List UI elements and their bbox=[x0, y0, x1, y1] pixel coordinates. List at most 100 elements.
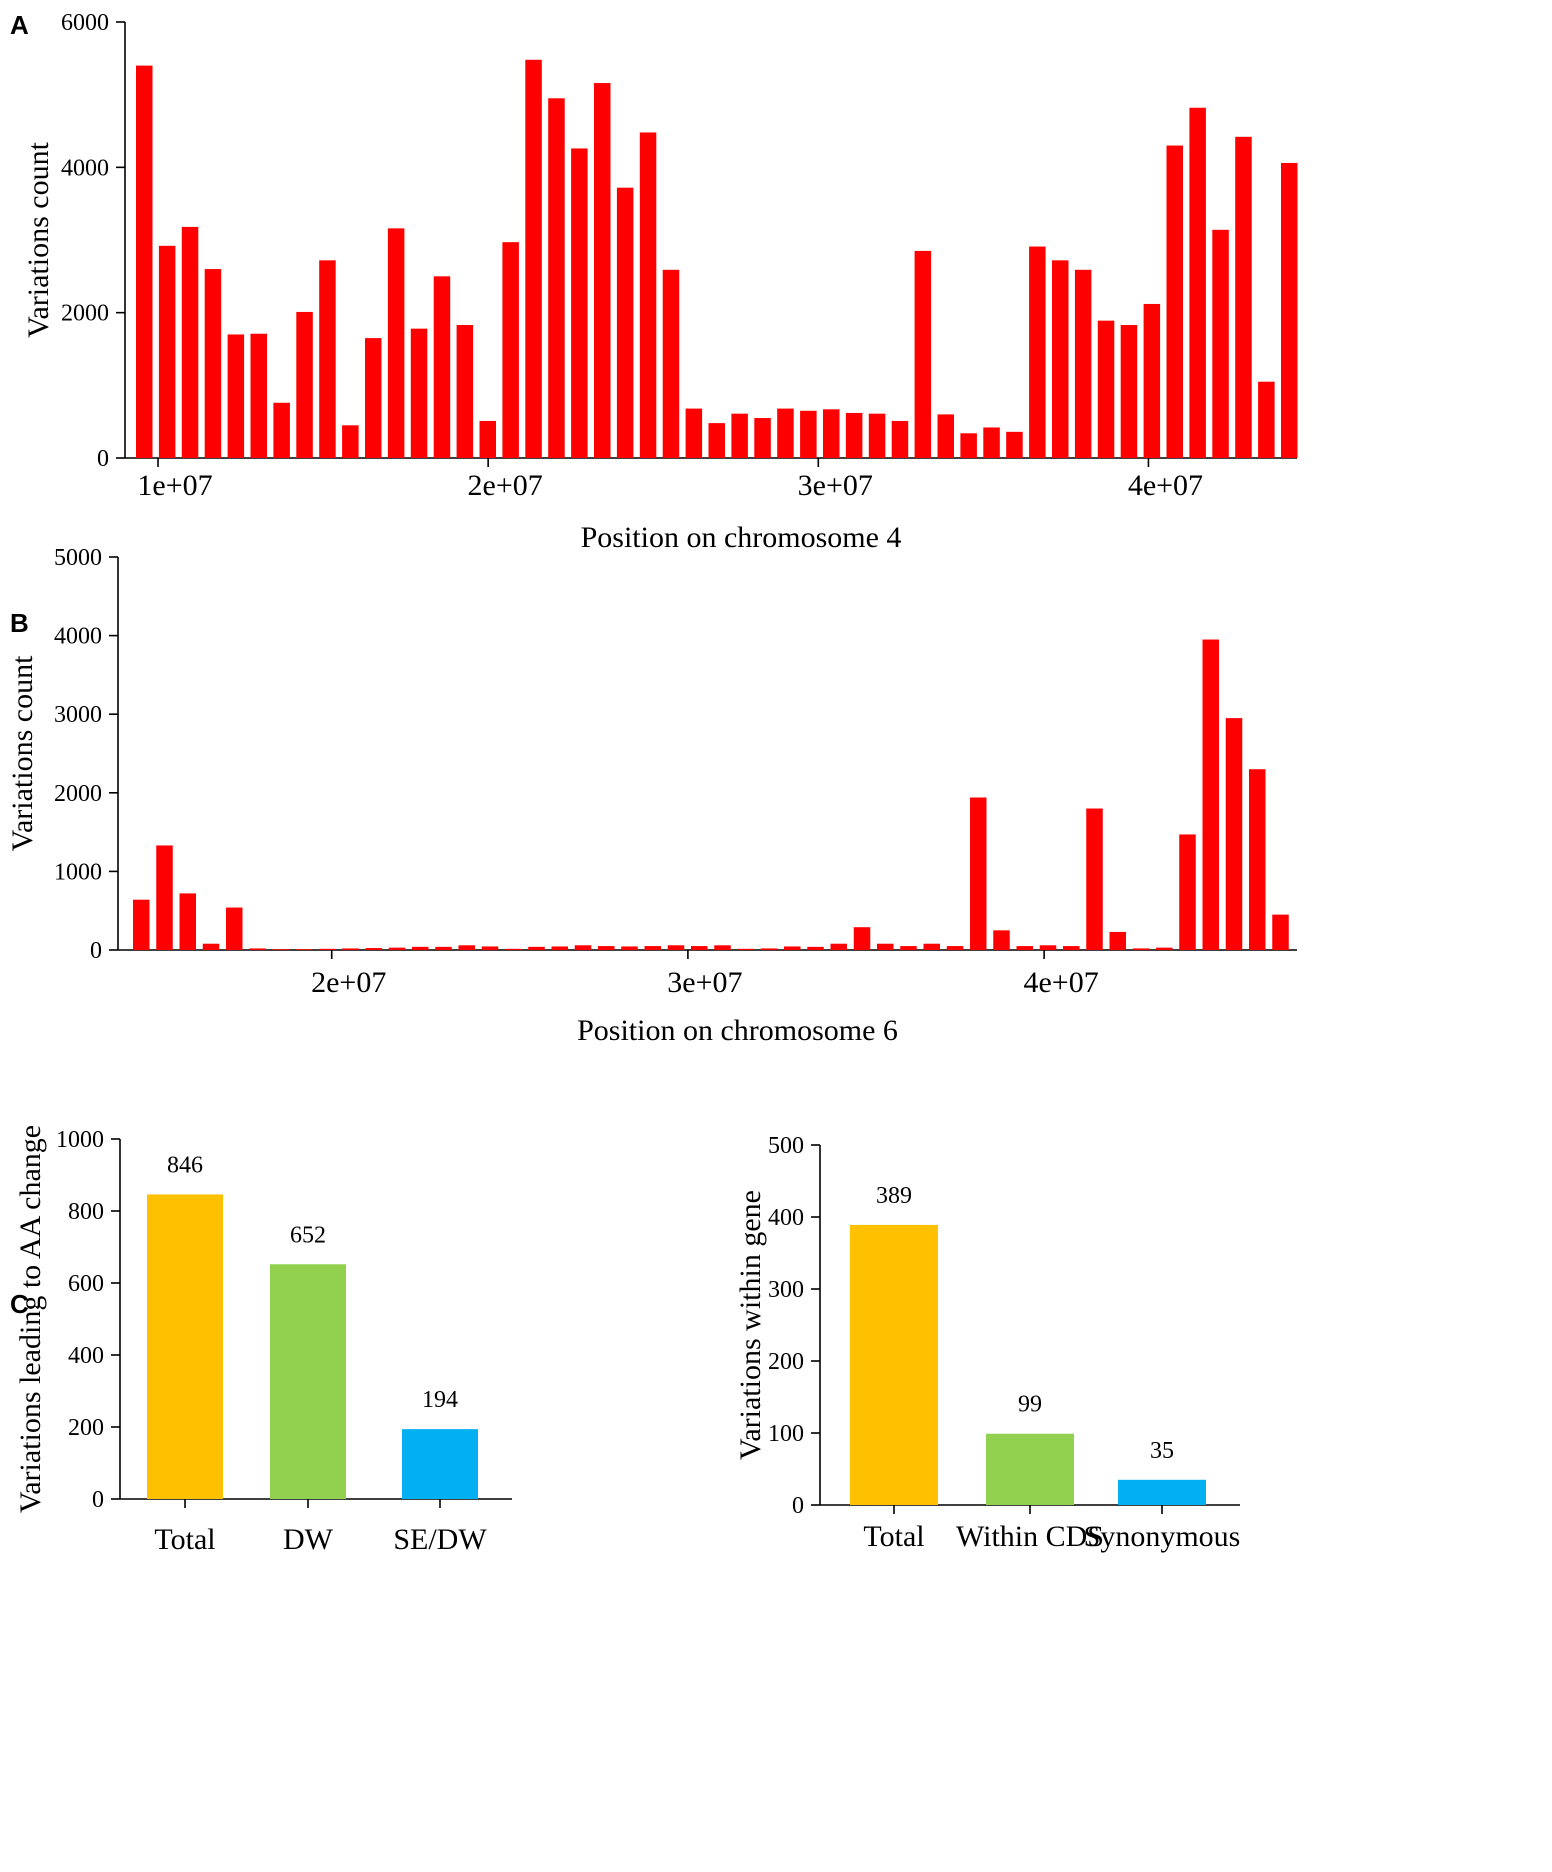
histogram-bar bbox=[685, 408, 703, 458]
histogram-bar bbox=[158, 245, 176, 458]
histogram-bar bbox=[433, 276, 451, 458]
histogram-bar bbox=[853, 927, 871, 950]
histogram-bar bbox=[456, 325, 474, 458]
histogram-bar bbox=[877, 943, 894, 950]
histogram-bar bbox=[1086, 808, 1103, 950]
y-tick-label: 5000 bbox=[54, 545, 102, 571]
histogram-bar bbox=[1249, 769, 1266, 950]
histogram-bar bbox=[181, 226, 199, 458]
histogram-bar bbox=[458, 945, 475, 950]
histogram-bar bbox=[387, 228, 405, 458]
y-tick-label: 200 bbox=[768, 1349, 804, 1375]
histogram-bar bbox=[365, 338, 382, 458]
histogram-bar bbox=[1166, 145, 1183, 459]
bar-se-dw bbox=[402, 1429, 478, 1499]
category-label: DW bbox=[283, 1523, 334, 1556]
histogram-bar bbox=[845, 412, 863, 458]
y-tick-label: 400 bbox=[768, 1205, 804, 1231]
bar-synonymous bbox=[1118, 1479, 1206, 1505]
y-tick-label: 1000 bbox=[54, 859, 102, 885]
histogram-bar bbox=[868, 413, 886, 458]
y-tick-label: 0 bbox=[92, 1487, 104, 1513]
histogram-bar bbox=[970, 797, 987, 950]
histogram-bar bbox=[960, 433, 977, 458]
y-tick-label: 1000 bbox=[56, 1127, 104, 1153]
histogram-bar bbox=[1074, 269, 1092, 458]
histogram-bar bbox=[1132, 948, 1150, 950]
category-label: Total bbox=[154, 1523, 215, 1556]
histogram-bar bbox=[667, 945, 685, 950]
histogram-bar bbox=[1063, 946, 1080, 950]
y-tick-label: 2000 bbox=[54, 781, 102, 807]
chart-chromosome-6: 0 1000 2000 3000 4000 5000 Variations count 2e+… bbox=[6, 545, 1297, 1047]
histogram-bar bbox=[598, 946, 615, 950]
histogram-bar bbox=[319, 948, 336, 950]
histogram-bar bbox=[179, 893, 196, 950]
y-tick-label: 3000 bbox=[54, 702, 102, 728]
histogram-bar bbox=[479, 420, 496, 458]
histogram-bar bbox=[365, 948, 382, 950]
histogram-bar bbox=[914, 250, 932, 458]
x-tick-label: 3e+07 bbox=[798, 469, 873, 502]
histogram-bar bbox=[1281, 162, 1298, 458]
histogram-bar bbox=[737, 948, 754, 950]
x-tick-label: 4e+07 bbox=[1023, 966, 1098, 999]
histogram-bar bbox=[133, 899, 150, 950]
histogram-bar bbox=[481, 946, 499, 950]
histogram-bar bbox=[525, 59, 542, 458]
histogram-bar bbox=[830, 943, 847, 950]
y-tick-label: 2000 bbox=[61, 301, 109, 327]
histogram-bar bbox=[1029, 246, 1046, 458]
histogram-bar bbox=[388, 947, 406, 950]
histogram-bar bbox=[296, 311, 313, 458]
histogram-bar bbox=[574, 945, 592, 950]
histogram-bar bbox=[571, 148, 588, 458]
y-axis-title: Variations leading to AA change bbox=[14, 1125, 47, 1513]
y-tick-label: 0 bbox=[90, 938, 102, 964]
histogram-bar bbox=[616, 187, 634, 458]
bar-value-label: 35 bbox=[1150, 1438, 1174, 1464]
x-tick-label: 2e+07 bbox=[311, 966, 386, 999]
histogram-bar bbox=[621, 946, 638, 950]
bar-value-label: 652 bbox=[290, 1222, 326, 1248]
histogram-bar bbox=[639, 132, 657, 458]
y-tick-label: 4000 bbox=[61, 155, 109, 181]
histogram-bar bbox=[1156, 947, 1173, 950]
histogram-bar bbox=[204, 269, 222, 458]
histogram-bar bbox=[760, 948, 778, 950]
y-axis-title: Variations count bbox=[22, 141, 55, 337]
histogram-bar bbox=[594, 83, 611, 458]
histogram-bar bbox=[891, 420, 909, 458]
bar-value-label: 99 bbox=[1018, 1392, 1042, 1418]
histogram-bar bbox=[823, 409, 840, 458]
histogram-bar bbox=[227, 334, 245, 458]
y-tick-label: 0 bbox=[792, 1493, 804, 1519]
histogram-bar bbox=[923, 943, 940, 950]
histogram-bar bbox=[777, 408, 794, 458]
histogram-bar bbox=[156, 845, 173, 950]
histogram-bar bbox=[319, 260, 336, 458]
histogram-bar bbox=[784, 946, 801, 950]
y-tick-label: 200 bbox=[68, 1415, 104, 1441]
histogram-bar bbox=[250, 333, 267, 458]
histogram-bar bbox=[505, 948, 522, 950]
y-tick-label: 600 bbox=[68, 1271, 104, 1297]
histogram-bar bbox=[1052, 260, 1069, 458]
histogram-bar bbox=[1016, 946, 1033, 950]
category-label: Within CDS bbox=[956, 1520, 1104, 1553]
x-axis-title: Position on chromosome 6 bbox=[577, 1014, 898, 1047]
histogram-bar bbox=[249, 948, 266, 950]
histogram-bar bbox=[1120, 325, 1138, 458]
chart-within-gene: 0 100 200 300 400 500 Variations within gene 38… bbox=[734, 1133, 1240, 1553]
histogram-bar bbox=[202, 943, 220, 950]
histogram-bar bbox=[900, 946, 917, 950]
y-tick-label: 6000 bbox=[61, 10, 109, 36]
category-label: Total bbox=[863, 1520, 924, 1553]
panel-letter-a: A bbox=[10, 10, 29, 40]
histogram-bar bbox=[1109, 931, 1126, 950]
histogram-bar bbox=[708, 423, 725, 458]
bar-dw bbox=[270, 1264, 346, 1499]
histogram-bar bbox=[1272, 914, 1289, 950]
y-axis-title: Variations count bbox=[6, 655, 39, 851]
histogram-bar bbox=[342, 948, 359, 950]
